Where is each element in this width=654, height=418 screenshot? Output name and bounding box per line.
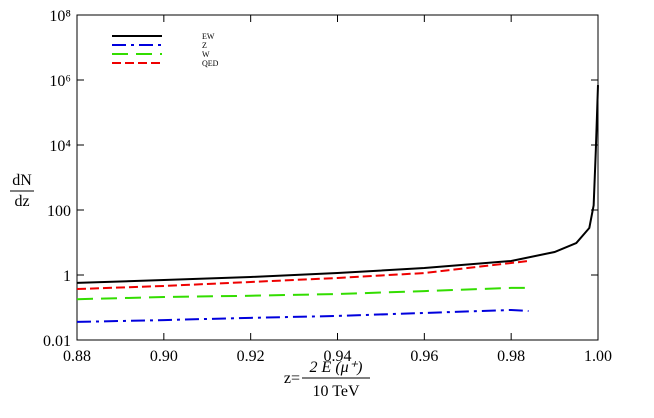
x-label-numerator: 2 E (μ⁺) <box>310 359 363 376</box>
series-line <box>76 85 599 284</box>
y-label-denominator: dz <box>14 193 29 210</box>
y-tick-label: 10⁴ <box>49 138 71 155</box>
x-tick-label: 1.00 <box>584 348 612 365</box>
x-tick-label: 0.94 <box>324 348 352 365</box>
y-tick-label: 10⁸ <box>49 8 71 25</box>
x-tick-label: 0.92 <box>237 348 265 365</box>
legend-label: EW <box>202 32 215 41</box>
x-tick-label: 0.90 <box>150 348 178 365</box>
legend-label: QED <box>202 59 219 68</box>
x-tick-label: 0.88 <box>63 348 91 365</box>
legend-label: Z <box>202 41 207 50</box>
series-line <box>76 308 529 323</box>
y-tick-label: 0.01 <box>43 333 71 350</box>
y-tick-label: 1 <box>63 268 71 285</box>
x-label-denominator: 10 TeV <box>312 383 359 400</box>
y-tick-label: 10⁶ <box>49 73 71 90</box>
y-label-numerator: dN <box>12 172 32 189</box>
legend-label: W <box>202 50 210 59</box>
y-tick-label: 100 <box>47 203 71 220</box>
x-tick-label: 0.96 <box>410 348 438 365</box>
series-line <box>76 286 529 301</box>
x-tick-label: 0.98 <box>497 348 525 365</box>
series-line <box>76 259 529 291</box>
x-label-prefix: z= <box>284 370 300 387</box>
